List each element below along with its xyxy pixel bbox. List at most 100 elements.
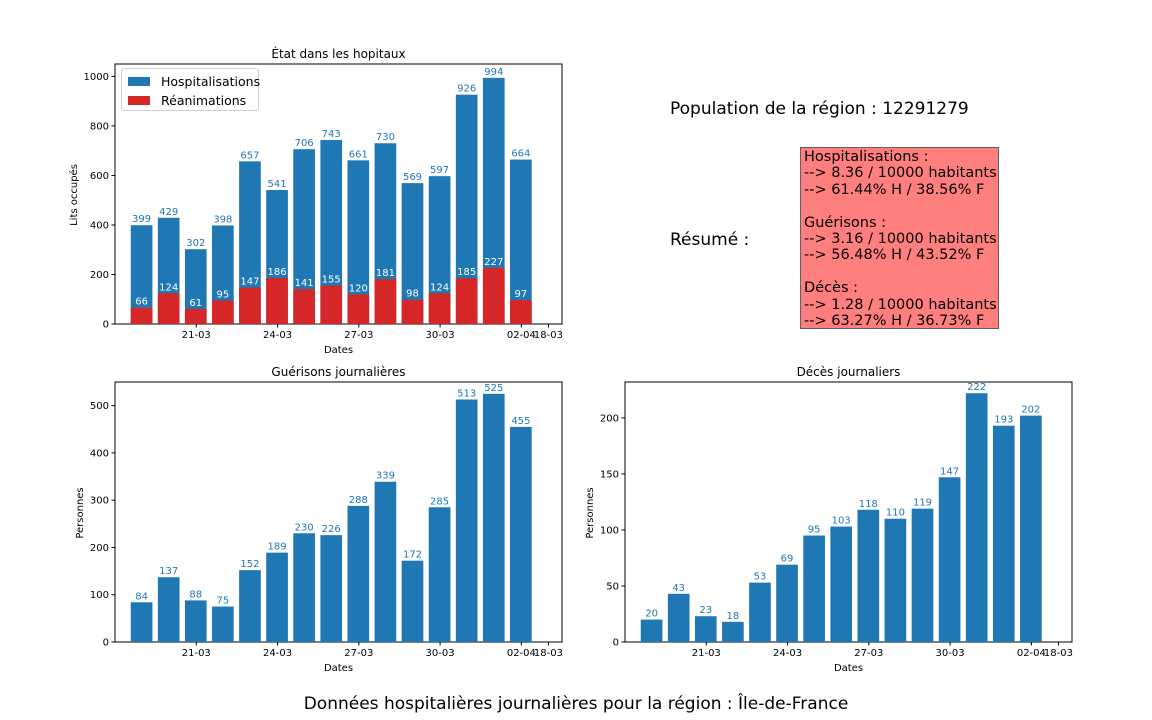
y-tick-label: 600: [90, 171, 109, 182]
y-tick-label: 400: [90, 220, 109, 231]
data-label-hospitalisations: 661: [349, 149, 368, 160]
data-label: 23: [699, 605, 712, 616]
bar-hospitalisations: [212, 225, 234, 324]
data-label: 226: [322, 524, 341, 535]
x-tick-label: 02-04: [507, 648, 536, 659]
data-label-hospitalisations: 398: [213, 214, 232, 225]
bar: [667, 593, 690, 642]
y-tick-label: 200: [90, 270, 109, 281]
legend-label-hospitalisations: Hospitalisations: [161, 73, 261, 89]
data-label-hospitalisations: 597: [430, 165, 449, 176]
figure-footer: Données hospitalières journalières pour …: [303, 694, 849, 714]
bar: [130, 602, 153, 642]
bar: [455, 399, 478, 642]
data-label: 189: [267, 542, 286, 553]
y-tick-label: 100: [90, 590, 109, 601]
summary-label: Résumé :: [670, 230, 750, 250]
bar: [830, 526, 853, 642]
bar: [212, 606, 234, 642]
bar: [347, 505, 370, 642]
bar: [266, 552, 288, 642]
chart-legend: Hospitalisations Réanimations: [121, 68, 260, 111]
data-label-reanimations: 185: [457, 267, 476, 278]
summary-box: Hospitalisations : --> 8.36 / 10000 habi…: [800, 147, 999, 329]
x-tick-label: 21-03: [692, 648, 721, 659]
data-label-hospitalisations: 569: [403, 172, 422, 183]
region-population: Population de la région : 12291279: [670, 99, 969, 119]
x-tick-label: 30-03: [426, 330, 455, 341]
data-label: 103: [832, 516, 851, 527]
x-tick-label: 27-03: [344, 330, 373, 341]
bar-reanimations: [455, 278, 478, 324]
data-label: 222: [967, 382, 986, 393]
bar: [776, 564, 798, 642]
summary-hosp-split: --> 61.44% H / 38.56% F: [804, 181, 985, 198]
bar: [1020, 415, 1042, 642]
data-label: 95: [808, 525, 821, 536]
bar-reanimations: [428, 293, 451, 324]
data-label-reanimations: 120: [349, 283, 368, 294]
y-tick-label: 0: [613, 638, 619, 649]
bar: [482, 393, 505, 642]
data-label: 525: [484, 383, 503, 394]
data-label-reanimations: 155: [322, 275, 341, 286]
data-label-reanimations: 147: [240, 277, 259, 288]
bar: [722, 621, 744, 642]
data-label: 69: [781, 554, 794, 565]
x-tick-label: 24-03: [773, 648, 802, 659]
y-axis-label: Personnes: [585, 487, 596, 538]
data-label: 119: [913, 498, 932, 509]
data-label-reanimations: 124: [430, 282, 449, 293]
bar: [857, 509, 880, 642]
legend-item-hospitalisations: Hospitalisations: [128, 73, 260, 89]
bar: [239, 570, 261, 642]
data-label-reanimations: 181: [376, 268, 395, 279]
bar-reanimations: [130, 307, 153, 324]
bar: [184, 600, 207, 642]
x-tick-label: 21-03: [182, 330, 211, 341]
x-axis-label: Dates: [324, 345, 353, 356]
y-tick-label: 200: [600, 413, 619, 424]
data-label-hospitalisations: 926: [457, 84, 476, 95]
data-label-hospitalisations: 399: [132, 214, 151, 225]
data-label-reanimations: 97: [514, 289, 527, 300]
bar: [374, 481, 397, 642]
bar-hospitalisations: [428, 176, 451, 324]
data-label: 339: [376, 471, 395, 482]
x-tick-label: 02-04: [507, 330, 536, 341]
x-tick-label: 27-03: [854, 648, 883, 659]
bar-reanimations: [184, 308, 207, 324]
data-label-reanimations: 186: [267, 267, 286, 278]
bar-hospitalisations: [374, 143, 397, 324]
data-label-reanimations: 227: [484, 257, 503, 268]
data-label-reanimations: 124: [159, 282, 178, 293]
data-label-hospitalisations: 541: [267, 179, 286, 190]
summary-deces-title: Décès :: [804, 280, 859, 297]
data-label-reanimations: 66: [135, 297, 148, 308]
bar-reanimations: [510, 299, 532, 324]
x-axis-label: Dates: [834, 663, 863, 674]
chart-title: État dans les hopitaux: [271, 46, 405, 61]
data-label-hospitalisations: 706: [295, 138, 314, 149]
bar-hospitalisations: [184, 249, 207, 324]
data-label-reanimations: 95: [216, 289, 229, 300]
bar: [749, 582, 771, 642]
bar-hospitalisations: [293, 149, 315, 324]
y-axis-label: Lits occupés: [68, 164, 80, 226]
bar: [320, 535, 343, 642]
bar: [157, 577, 180, 642]
data-label-hospitalisations: 664: [511, 149, 530, 160]
data-label: 137: [159, 566, 178, 577]
bar: [694, 616, 717, 642]
y-tick-label: 0: [103, 638, 109, 649]
data-label: 152: [240, 559, 259, 570]
summary-guer-title: Guérisons :: [804, 214, 887, 231]
bar: [510, 426, 532, 642]
bar: [803, 535, 825, 642]
y-axis-label: Personnes: [75, 487, 86, 538]
bar-reanimations: [266, 277, 288, 324]
plot-area: 0 200 400 600 800 1000 21-03 24-03 27-03 30-03 02-…: [84, 63, 563, 341]
legend-item-reanimations: Réanimations: [128, 92, 246, 108]
summary-deces-rate: --> 1.28 / 10000 habitants: [804, 296, 997, 313]
